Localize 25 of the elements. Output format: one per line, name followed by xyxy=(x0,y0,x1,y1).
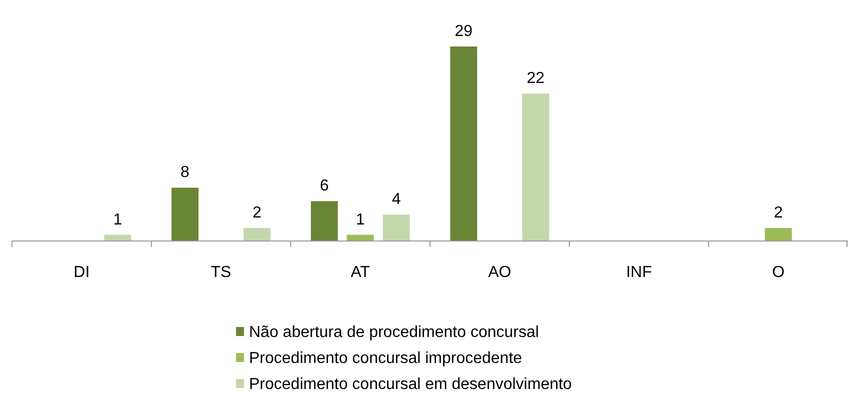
bar xyxy=(521,92,550,242)
legend-label: Procedimento concursal improcedente xyxy=(249,350,522,367)
bar xyxy=(310,200,339,242)
data-label: 4 xyxy=(392,191,401,208)
x-tick-label: O xyxy=(772,264,785,281)
legend-label: Não abertura de procedimento concursal xyxy=(249,324,539,341)
x-tick-label: DI xyxy=(74,264,90,281)
data-label: 22 xyxy=(526,70,545,88)
legend-label: Procedimento concursal em desenvolvimento xyxy=(249,376,572,393)
bar xyxy=(242,227,272,242)
bar xyxy=(764,227,793,242)
data-label: 29 xyxy=(454,23,473,40)
data-label: 2 xyxy=(252,204,262,222)
data-label: 1 xyxy=(356,211,365,228)
x-tick-label: INF xyxy=(626,264,652,281)
data-label: 2 xyxy=(774,204,783,222)
x-tick-label: AT xyxy=(350,264,370,281)
data-label: 1 xyxy=(113,211,122,228)
bar xyxy=(382,214,411,242)
bar xyxy=(449,46,478,242)
data-label: 6 xyxy=(320,178,329,195)
x-tick-label: TS xyxy=(210,264,232,281)
bar xyxy=(170,186,200,242)
data-label: 8 xyxy=(180,164,190,182)
x-tick-label: AO xyxy=(488,264,512,281)
